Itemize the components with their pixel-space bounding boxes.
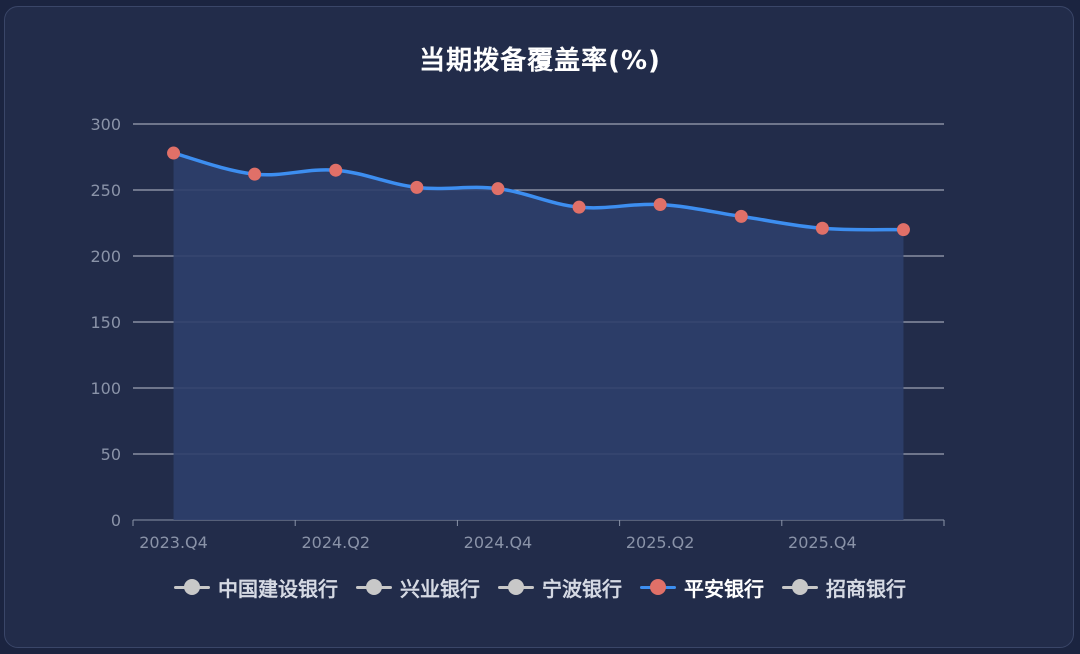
y-tick-label: 0 (111, 511, 121, 530)
data-point (167, 146, 181, 160)
series-line (171, 151, 906, 232)
legend-marker-icon (640, 577, 676, 597)
legend-marker-icon (356, 577, 392, 597)
y-tick-label: 150 (90, 313, 121, 332)
legend-marker-icon (174, 577, 210, 597)
data-point (653, 198, 667, 212)
x-tick-label: 2024.Q2 (301, 533, 370, 552)
legend-label: 中国建设银行 (218, 576, 338, 601)
y-tick-label: 200 (90, 247, 121, 266)
data-point (491, 182, 505, 196)
data-point (734, 209, 748, 223)
y-tick-label: 250 (90, 181, 121, 200)
x-tick-label: 2025.Q4 (788, 533, 857, 552)
chart-legend: 中国建设银行 兴业银行 宁波银行 平安银行 招商银行 (0, 572, 1080, 602)
data-point (329, 163, 343, 177)
legend-label: 招商银行 (826, 576, 906, 601)
legend-label: 兴业银行 (400, 576, 480, 601)
data-point (572, 200, 586, 214)
x-tick-label: 2025.Q2 (626, 533, 695, 552)
y-tick-label: 100 (90, 379, 121, 398)
data-point (896, 223, 910, 237)
legend-label: 宁波银行 (542, 576, 622, 601)
y-tick-label: 300 (90, 115, 121, 134)
series-area (173, 153, 904, 521)
legend-item[interactable]: 招商银行 (782, 573, 906, 602)
data-point (815, 221, 829, 235)
legend-item[interactable]: 中国建设银行 (174, 573, 338, 602)
x-tick-label: 2024.Q4 (464, 533, 533, 552)
data-point (248, 167, 262, 181)
chart-title: 当期拨备覆盖率(%) (419, 46, 661, 76)
legend-item[interactable]: 宁波银行 (498, 573, 622, 602)
data-point (410, 180, 424, 194)
legend-marker-icon (498, 577, 534, 597)
legend-label: 平安银行 (684, 576, 764, 601)
y-tick-label: 50 (101, 445, 121, 464)
legend-item[interactable]: 平安银行 (640, 573, 764, 602)
legend-marker-icon (782, 577, 818, 597)
legend-item[interactable]: 兴业银行 (356, 573, 480, 602)
x-tick-label: 2023.Q4 (139, 533, 208, 552)
